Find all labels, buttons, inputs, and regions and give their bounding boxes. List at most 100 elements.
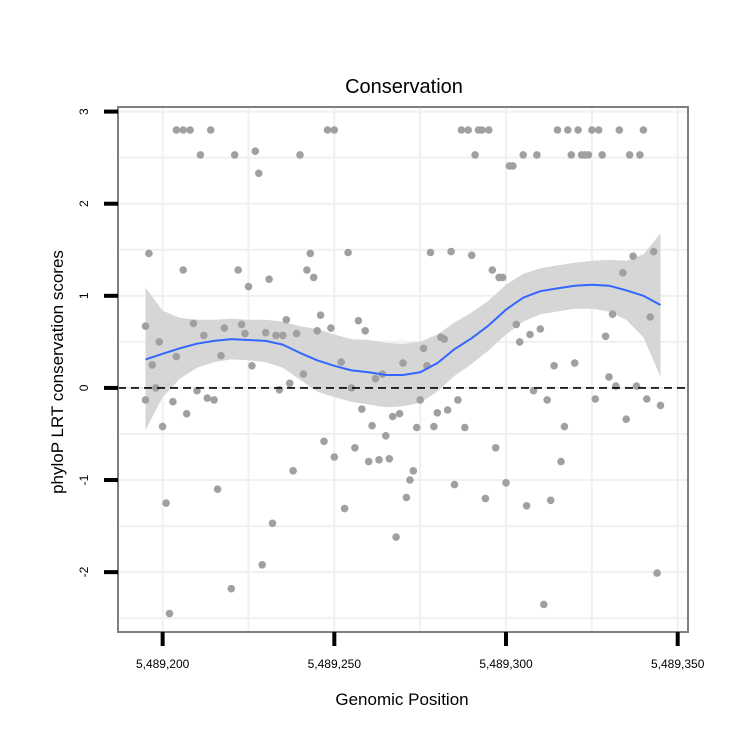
data-point xyxy=(299,370,308,378)
data-point xyxy=(512,320,521,329)
data-point xyxy=(375,456,383,464)
data-point xyxy=(605,373,613,381)
data-point xyxy=(485,126,493,134)
data-point xyxy=(230,151,239,159)
data-point xyxy=(265,275,273,284)
data-point xyxy=(261,328,270,337)
data-point xyxy=(560,422,569,431)
data-point xyxy=(461,423,469,432)
data-point xyxy=(237,320,246,329)
data-point xyxy=(330,453,339,461)
data-point xyxy=(196,151,205,159)
data-point xyxy=(629,252,637,260)
data-point xyxy=(619,269,627,277)
data-point xyxy=(498,273,507,282)
data-point xyxy=(601,332,610,341)
data-point xyxy=(416,396,425,404)
data-point xyxy=(574,126,582,134)
data-point xyxy=(653,569,661,577)
data-point xyxy=(412,423,421,432)
data-point xyxy=(515,338,524,346)
x-axis-title: Genomic Position xyxy=(335,690,468,709)
data-point xyxy=(152,384,160,392)
data-point xyxy=(292,329,301,338)
data-point xyxy=(172,352,181,361)
data-point xyxy=(625,151,634,159)
data-point xyxy=(258,561,267,569)
data-point xyxy=(402,493,411,502)
data-point xyxy=(502,479,510,487)
smooth-line-group xyxy=(145,283,661,376)
data-point xyxy=(279,331,287,340)
data-point xyxy=(612,382,620,390)
data-point xyxy=(588,126,596,134)
data-point xyxy=(622,415,630,424)
data-point xyxy=(189,319,198,328)
data-point xyxy=(206,126,215,134)
data-point xyxy=(165,609,174,618)
data-point xyxy=(368,421,376,430)
data-point xyxy=(392,533,400,541)
data-point xyxy=(388,412,397,421)
data-point xyxy=(567,151,576,159)
data-point xyxy=(509,162,517,170)
data-point xyxy=(347,384,356,392)
data-point xyxy=(526,330,534,339)
data-point xyxy=(519,151,527,159)
data-point xyxy=(636,151,644,159)
data-point xyxy=(179,266,187,274)
data-point xyxy=(241,329,249,338)
data-point xyxy=(296,151,304,159)
data-point xyxy=(584,151,593,159)
plot-frame xyxy=(117,106,689,633)
data-point xyxy=(200,331,208,340)
data-point xyxy=(213,485,222,494)
data-point xyxy=(289,467,297,475)
data-point xyxy=(309,273,318,282)
y-tick-label: 2 xyxy=(77,200,91,207)
data-point xyxy=(210,396,218,404)
data-point xyxy=(564,126,572,134)
data-point xyxy=(203,394,212,402)
data-point xyxy=(546,496,555,505)
data-point xyxy=(382,432,390,440)
data-point xyxy=(155,338,163,346)
data-point xyxy=(409,467,418,475)
data-point xyxy=(141,322,150,331)
data-point xyxy=(395,409,404,418)
confidence-ribbon-group xyxy=(145,233,661,431)
data-point xyxy=(649,247,658,256)
data-point xyxy=(632,382,641,390)
y-tick-label: 1 xyxy=(77,292,91,299)
smooth-line xyxy=(145,283,661,376)
data-point xyxy=(354,316,363,325)
data-point xyxy=(217,351,225,360)
y-tick-label: -1 xyxy=(77,474,91,485)
data-point xyxy=(254,169,263,178)
data-point xyxy=(268,519,277,528)
data-point xyxy=(169,397,177,406)
x-axis: 5,489,200 5,489,250 5,489,300 5,489,350 xyxy=(136,632,705,671)
data-point xyxy=(285,379,294,388)
data-point xyxy=(491,444,500,452)
data-point xyxy=(227,584,236,593)
data-point xyxy=(608,310,617,319)
data-point xyxy=(364,457,373,466)
data-point xyxy=(457,126,466,134)
x-tick-label: 5,489,200 xyxy=(136,657,190,671)
data-point xyxy=(344,248,352,257)
data-point xyxy=(615,126,624,134)
data-point xyxy=(158,422,167,431)
data-point xyxy=(557,457,565,466)
data-point xyxy=(536,325,545,333)
data-point xyxy=(371,374,380,383)
data-point xyxy=(639,126,648,134)
data-point xyxy=(337,358,346,366)
data-point xyxy=(313,327,322,335)
data-point xyxy=(272,331,280,340)
data-point xyxy=(419,344,428,353)
data-point xyxy=(478,126,486,134)
data-point xyxy=(426,248,435,257)
data-point xyxy=(145,249,153,258)
